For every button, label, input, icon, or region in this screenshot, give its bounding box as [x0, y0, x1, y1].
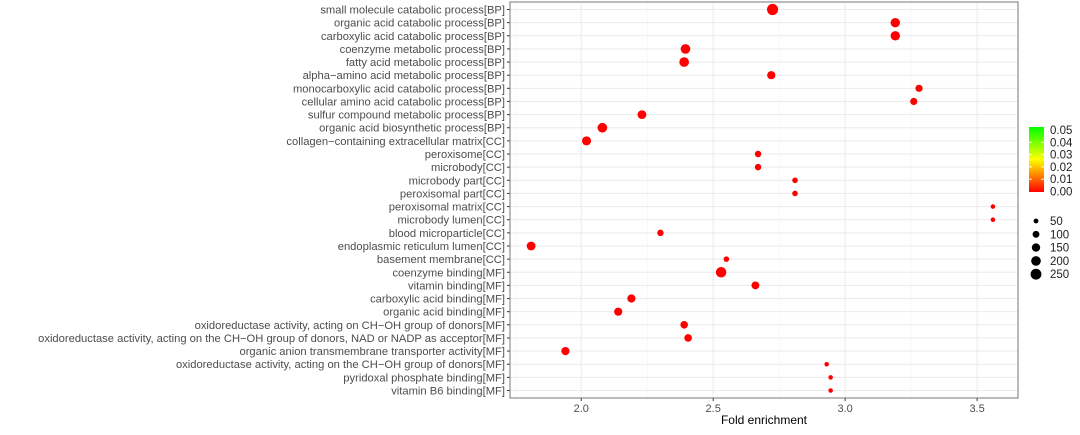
size-legend-key: [1032, 230, 1040, 238]
y-tick-label: small molecule catabolic process[BP]: [320, 5, 505, 17]
data-point: [792, 190, 798, 197]
data-point: [767, 71, 776, 80]
color-legend-label: 0.02: [1050, 162, 1072, 174]
data-point: [754, 163, 762, 171]
y-tick-label: microbody lumen[CC]: [397, 215, 505, 227]
data-point: [824, 361, 829, 367]
color-legend-label: 0.05: [1050, 125, 1072, 137]
data-point: [627, 294, 636, 303]
y-axis-labels: small molecule catabolic process[BP]orga…: [38, 5, 510, 398]
size-legend-label: 250: [1050, 269, 1069, 281]
y-tick-label: organic acid catabolic process[BP]: [334, 18, 505, 30]
y-tick-label: oxidoreductase activity, acting on the C…: [176, 359, 505, 371]
y-tick-label: carboxylic acid catabolic process[BP]: [321, 31, 505, 43]
x-axis-title: Fold enrichment: [721, 413, 808, 427]
y-tick-label: microbody[CC]: [431, 162, 505, 174]
size-legend-key: [1033, 218, 1039, 224]
color-legend-label: 0.03: [1050, 150, 1072, 162]
color-bar: [1029, 127, 1044, 192]
data-point: [828, 388, 833, 393]
y-tick-label: sulfur compound metabolic process[BP]: [308, 110, 505, 122]
points: [526, 3, 996, 393]
y-tick-label: microbody part[CC]: [409, 175, 505, 187]
data-point: [680, 44, 691, 54]
data-point: [723, 256, 730, 262]
color-legend-label: 0.04: [1050, 137, 1073, 149]
data-point: [990, 217, 996, 222]
y-tick-label: endoplasmic reticulum lumen[CC]: [338, 241, 505, 253]
y-tick-label: organic acid biosynthetic process[BP]: [319, 123, 505, 135]
plot-border: [509, 1, 1019, 399]
y-tick-label: oxidoreductase activity, acting on the C…: [38, 333, 505, 345]
x-tick-label: 3.0: [837, 403, 852, 415]
y-tick-label: alpha−amino acid metabolic process[BP]: [303, 70, 505, 82]
plot-background: [510, 2, 1018, 398]
y-tick-label: oxidoreductase activity, acting on CH−OH…: [195, 320, 505, 332]
data-point: [526, 241, 536, 251]
data-point: [637, 110, 647, 120]
size-legend-key: [1031, 256, 1041, 266]
x-tick-label: 2.0: [574, 403, 589, 415]
size-legend-label: 150: [1050, 243, 1069, 255]
y-tick-label: pyridoxal phosphate binding[MF]: [343, 372, 505, 384]
y-tick-label: monocarboxylic acid catabolic process[BP…: [293, 83, 505, 95]
data-point: [915, 84, 923, 92]
y-tick-label: organic acid binding[MF]: [383, 307, 505, 319]
size-legend-key: [1031, 243, 1041, 252]
y-tick-label: peroxisomal part[CC]: [400, 188, 505, 200]
x-tick-label: 3.5: [969, 403, 984, 415]
color-legend: 0.050.040.030.020.010.00: [1029, 125, 1073, 199]
y-tick-label: carboxylic acid binding[MF]: [370, 294, 505, 306]
data-point: [581, 136, 592, 146]
size-legend-key: [1030, 268, 1042, 280]
data-point: [657, 229, 664, 237]
data-point: [715, 267, 727, 278]
y-tick-label: peroxisomal matrix[CC]: [389, 202, 505, 214]
data-point: [828, 375, 833, 380]
y-tick-label: collagen−containing extracellular matrix…: [286, 136, 505, 148]
y-tick-label: coenzyme binding[MF]: [392, 267, 505, 279]
grid: [510, 2, 1018, 398]
x-axis: 2.0 2.5 3.0 3.5: [574, 398, 985, 415]
y-tick-label: cellular amino acid catabolic process[BP…: [302, 96, 505, 108]
y-tick-label: vitamin binding[MF]: [408, 280, 505, 292]
data-point: [680, 321, 688, 329]
data-point: [792, 177, 798, 184]
data-point: [684, 334, 692, 342]
y-tick-label: peroxisome[CC]: [425, 149, 505, 161]
data-point: [561, 346, 570, 356]
data-point: [766, 3, 779, 16]
data-point: [990, 204, 996, 209]
y-tick-label: vitamin B6 binding[MF]: [391, 386, 505, 398]
data-point: [597, 122, 608, 133]
data-point: [751, 281, 760, 290]
y-tick-label: basement membrane[CC]: [377, 254, 505, 266]
data-point: [890, 17, 900, 28]
y-tick-label: organic anion transmembrane transporter …: [239, 346, 505, 358]
y-tick-label: blood microparticle[CC]: [389, 228, 505, 240]
x-tick-label: 2.5: [706, 403, 721, 415]
y-tick-label: fatty acid metabolic process[BP]: [346, 57, 505, 69]
data-point: [890, 31, 900, 41]
data-point: [679, 57, 690, 67]
data-point: [614, 307, 623, 316]
data-point: [754, 150, 762, 158]
size-legend-label: 200: [1050, 256, 1069, 268]
size-legend-label: 100: [1050, 229, 1069, 241]
size-legend-label: 50: [1050, 216, 1063, 228]
y-tick-label: coenzyme metabolic process[BP]: [340, 44, 505, 56]
color-legend-label: 0.00: [1050, 187, 1072, 199]
data-point: [910, 97, 918, 106]
color-legend-label: 0.01: [1050, 174, 1072, 186]
